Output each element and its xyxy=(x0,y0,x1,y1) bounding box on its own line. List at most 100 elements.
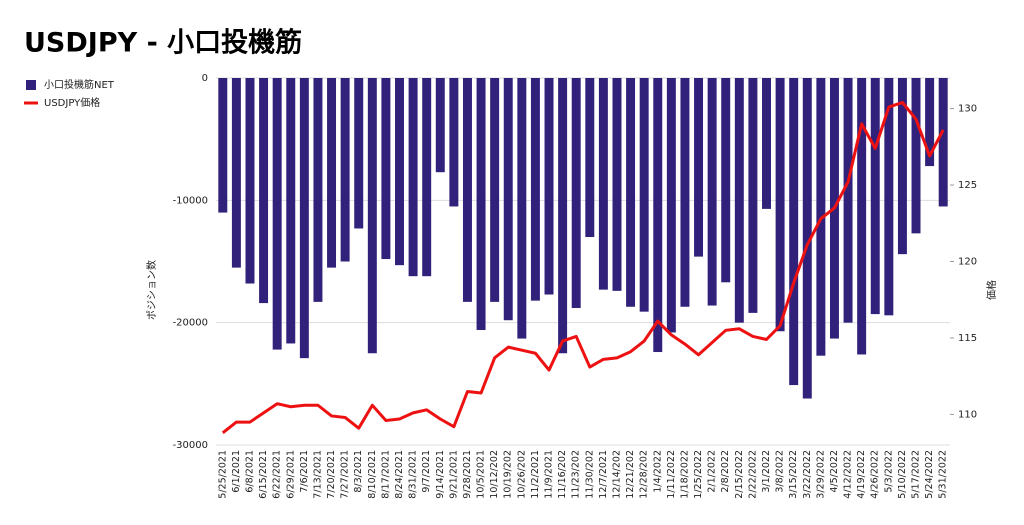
bar xyxy=(354,78,364,229)
x-tick-label: 6/15/2021 xyxy=(258,450,269,499)
x-tick-label: 8/31/2021 xyxy=(408,450,419,499)
bar xyxy=(218,78,228,213)
x-tick-label: 5/3/2022 xyxy=(883,450,894,493)
x-tick-label: 2/1/2022 xyxy=(707,450,718,493)
y2-axis-label: 価格 xyxy=(985,280,998,300)
bar xyxy=(938,78,948,207)
bar xyxy=(381,78,391,260)
x-tick-label: 7/6/2021 xyxy=(299,450,310,493)
bar xyxy=(530,78,540,301)
chart-title: USDJPY - 小口投機筋 xyxy=(24,27,302,59)
x-tick-label: 6/29/2021 xyxy=(285,450,296,499)
x-tick-label: 9/14/2021 xyxy=(435,450,446,499)
x-tick-label: 6/8/2021 xyxy=(244,450,255,493)
x-tick-label: 6/1/2021 xyxy=(231,450,242,493)
x-tick-label: 4/5/2022 xyxy=(829,450,840,493)
x-tick-label: 10/12/202 xyxy=(489,450,500,499)
bar xyxy=(558,78,568,354)
bar xyxy=(544,78,554,295)
legend-label: USDJPY価格 xyxy=(44,96,100,109)
bar xyxy=(435,78,445,173)
bar xyxy=(245,78,255,284)
legend-swatch xyxy=(26,80,36,90)
bar xyxy=(585,78,595,238)
x-tick-label: 1/18/2022 xyxy=(679,450,690,499)
x-tick-label: 4/19/2022 xyxy=(856,450,867,499)
x-tick-label: 12/7/2021 xyxy=(598,450,609,499)
y2-tick-label: 115 xyxy=(958,333,977,344)
bar xyxy=(857,78,867,355)
x-tick-label: 7/13/2021 xyxy=(312,450,323,499)
x-tick-label: 4/12/2022 xyxy=(843,450,854,499)
bar xyxy=(313,78,323,302)
bar xyxy=(884,78,894,316)
bar xyxy=(626,78,636,307)
x-tick-label: 12/21/202 xyxy=(625,450,636,499)
x-tick-label: 3/22/2022 xyxy=(802,450,813,499)
y2-tick-label: 110 xyxy=(958,409,977,420)
bar xyxy=(422,78,432,277)
bar xyxy=(476,78,486,331)
y-axis-label: ポジション数 xyxy=(145,260,158,320)
x-tick-label: 7/27/2021 xyxy=(340,450,351,499)
x-tick-label: 9/21/2021 xyxy=(448,450,459,499)
bar xyxy=(925,78,935,167)
x-tick-label: 7/20/2021 xyxy=(326,450,337,499)
bar xyxy=(286,78,296,344)
bar xyxy=(462,78,472,302)
x-tick-label: 3/8/2022 xyxy=(775,450,786,493)
y2-tick-label: 130 xyxy=(958,104,977,115)
bar xyxy=(775,78,785,332)
bar xyxy=(503,78,513,321)
bar xyxy=(762,78,771,209)
x-tick-label: 12/28/202 xyxy=(639,450,650,499)
x-tick-label: 9/7/2021 xyxy=(421,450,432,493)
x-tick-label: 11/30/202 xyxy=(584,450,595,499)
x-tick-label: 5/24/2022 xyxy=(924,450,935,499)
price-line xyxy=(221,100,945,434)
x-tick-label: 5/10/2022 xyxy=(897,450,908,499)
bar xyxy=(789,78,799,386)
x-tick-label: 8/10/2021 xyxy=(367,450,378,499)
x-tick-label: 2/8/2022 xyxy=(720,450,731,493)
x-tick-label: 3/29/2022 xyxy=(815,450,826,499)
x-tick-label: 5/31/2022 xyxy=(938,450,949,499)
y-tick-label: 0 xyxy=(202,73,208,84)
x-tick-label: 2/15/2022 xyxy=(734,450,745,499)
bar xyxy=(340,78,350,262)
bar xyxy=(639,78,649,312)
x-tick-label: 10/26/202 xyxy=(516,450,527,499)
bar xyxy=(802,78,812,399)
x-tick-label: 9/28/2021 xyxy=(462,450,473,499)
bar xyxy=(517,78,527,339)
legend-label: 小口投機筋NET xyxy=(44,78,115,91)
x-tick-label: 11/9/2021 xyxy=(544,450,555,499)
bar xyxy=(449,78,459,207)
x-tick-label: 8/17/2021 xyxy=(380,450,391,499)
y-tick-label: -20000 xyxy=(173,318,208,329)
x-tick-label: 1/25/2022 xyxy=(693,450,704,499)
bar xyxy=(259,78,269,304)
bar xyxy=(367,78,377,354)
x-tick-label: 11/16/202 xyxy=(557,450,568,499)
y-tick-label: -30000 xyxy=(173,440,208,451)
x-tick-label: 3/1/2022 xyxy=(761,450,772,493)
bar xyxy=(707,78,717,306)
x-tick-label: 12/14/202 xyxy=(611,450,622,499)
bar xyxy=(408,78,418,277)
bar xyxy=(748,78,758,313)
bar xyxy=(598,78,608,290)
x-tick-label: 10/19/202 xyxy=(503,450,514,499)
x-tick-label: 5/17/2022 xyxy=(911,450,922,499)
bar xyxy=(666,78,676,333)
x-tick-label: 3/15/2022 xyxy=(788,450,799,499)
bar xyxy=(911,78,921,234)
x-tick-label: 11/2/2021 xyxy=(530,450,541,499)
bar xyxy=(653,78,663,353)
bar xyxy=(571,78,581,308)
bar xyxy=(897,78,907,255)
y-tick-label: -10000 xyxy=(173,195,208,206)
bar xyxy=(870,78,880,315)
x-tick-label: 5/25/2021 xyxy=(217,450,228,499)
